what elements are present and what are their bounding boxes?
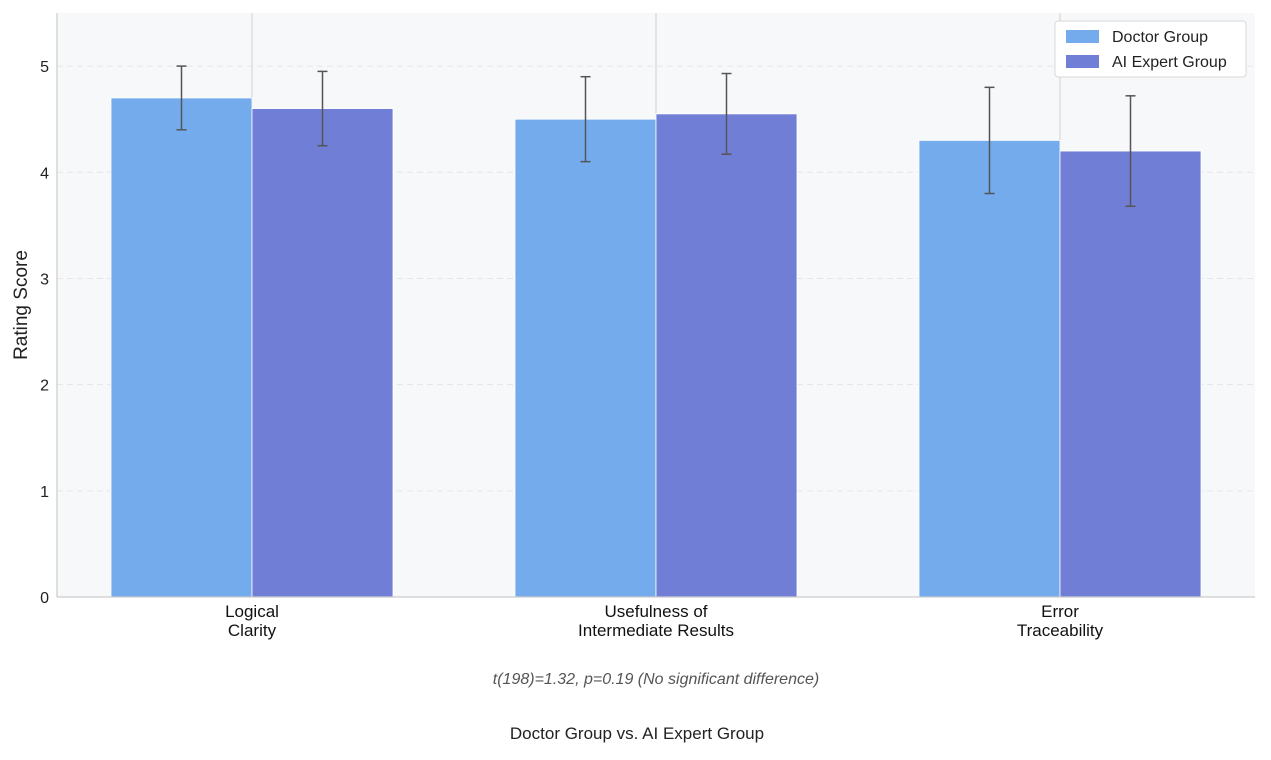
legend-swatch-doctor-group [1066, 30, 1099, 43]
x-tick-label-line: Traceability [1017, 621, 1104, 640]
x-tick-label-line: Logical [225, 602, 279, 621]
x-category-labels: Logical Clarity Usefulness of Intermediate … [225, 602, 1104, 640]
error-bar-doctor-group-1 [580, 75, 591, 163]
error-bar-ai-expert-group-2 [1125, 95, 1136, 208]
x-tick-label-line: Intermediate Results [578, 621, 734, 640]
y-axis-title: Rating Score [11, 250, 32, 360]
x-tick-label-line: Error [1041, 602, 1079, 621]
error-bar-ai-expert-group-1 [721, 72, 732, 155]
legend-label-doctor-group: Doctor Group [1112, 29, 1208, 46]
x-tick-label-0: Logical Clarity [225, 602, 279, 640]
y-tick-label-4: 4 [40, 165, 49, 182]
bar-ai-expert-group-0 [251, 108, 394, 598]
y-tick-label-3: 3 [40, 271, 49, 288]
legend-label-ai-expert-group: AI Expert Group [1112, 54, 1227, 71]
y-tick-label-5: 5 [40, 59, 49, 76]
x-tick-label-1: Usefulness of Intermediate Results [578, 602, 734, 640]
error-bars [176, 65, 1136, 208]
error-bar-doctor-group-0 [176, 65, 187, 131]
axes [56, 13, 1255, 598]
bar-ai-expert-group-1 [655, 113, 798, 598]
y-tick-label-2: 2 [40, 378, 49, 395]
y-tick-label-1: 1 [40, 484, 49, 501]
legend: Doctor Group AI Expert Group [1054, 20, 1247, 78]
x-tick-label-line: Clarity [228, 621, 277, 640]
bar-doctor-group-0 [110, 97, 253, 598]
error-bar-doctor-group-2 [984, 86, 995, 195]
bar-ai-expert-group-2 [1059, 150, 1202, 598]
legend-box [1054, 20, 1247, 78]
y-tick-label-0: 0 [40, 590, 49, 607]
bars [110, 97, 1202, 598]
x-tick-label-line: Usefulness of [605, 602, 708, 621]
bar-doctor-group-1 [514, 118, 657, 598]
bar-doctor-group-2 [918, 140, 1061, 598]
x-tick-label-2: Error Traceability [1017, 602, 1104, 640]
y-tick-labels: 0 1 2 3 4 5 [40, 59, 49, 607]
x-axis-title: Doctor Group vs. AI Expert Group [510, 724, 764, 743]
legend-swatch-ai-expert-group [1066, 55, 1099, 68]
stat-annotation: t(198)=1.32, p=0.19 (No significant diff… [493, 671, 819, 688]
error-bar-ai-expert-group-0 [317, 70, 328, 147]
